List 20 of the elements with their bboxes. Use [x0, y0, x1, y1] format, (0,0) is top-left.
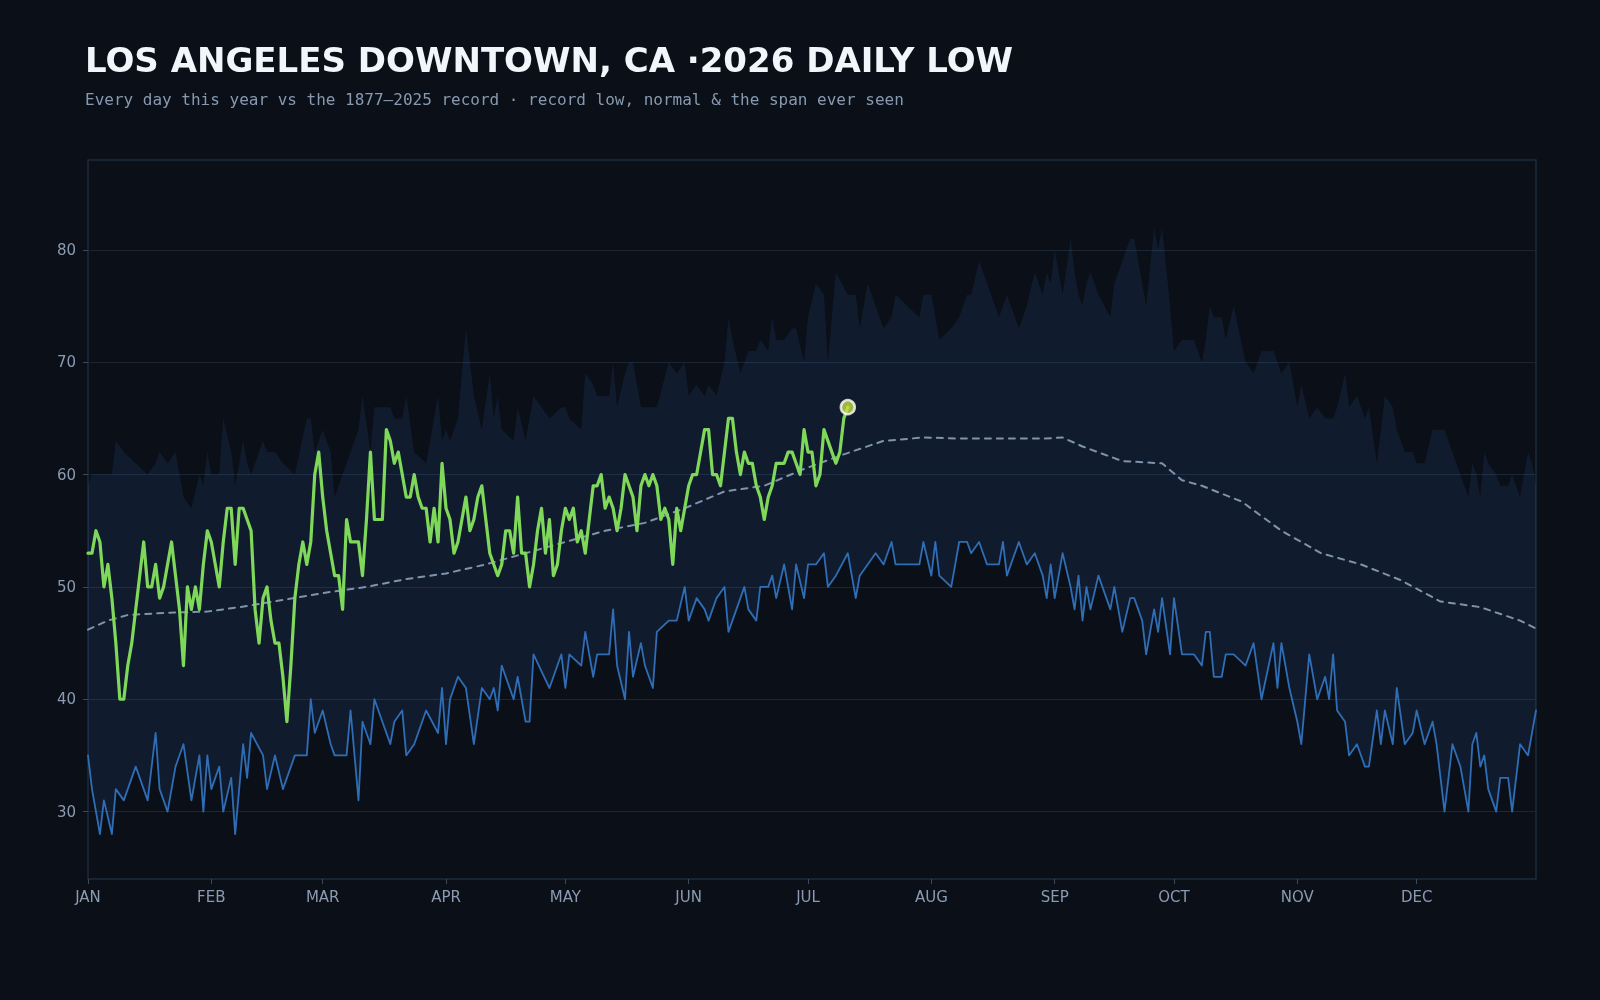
x-tick-label: JUN — [674, 887, 702, 906]
y-tick-label: 30 — [56, 802, 76, 821]
x-tick-label: MAR — [305, 887, 340, 906]
x-tick-label: DEC — [1400, 887, 1433, 906]
x-tick-label: FEB — [197, 887, 226, 906]
x-tick-label: OCT — [1158, 887, 1191, 906]
x-tick-label: JAN — [74, 887, 101, 906]
chart-title: LOS ANGELES DOWNTOWN, CA ·2026 DAILY LOW — [85, 40, 1014, 80]
x-tick-label: JUL — [795, 887, 821, 906]
x-tick-label: MAY — [549, 887, 582, 906]
x-tick-label: APR — [431, 887, 461, 906]
y-tick-label: 80 — [56, 240, 76, 259]
x-tick-label: SEP — [1040, 887, 1069, 906]
x-tick-label: NOV — [1280, 887, 1315, 906]
y-tick-label: 70 — [56, 353, 76, 372]
y-tick-label: 50 — [56, 577, 76, 596]
x-tick-label: AUG — [914, 887, 948, 906]
chart-subtitle: Every day this year vs the 1877–2025 record · record low, normal & the span ever seen — [85, 89, 904, 109]
y-tick-label: 40 — [56, 690, 76, 709]
y-tick-label: 60 — [56, 465, 76, 484]
